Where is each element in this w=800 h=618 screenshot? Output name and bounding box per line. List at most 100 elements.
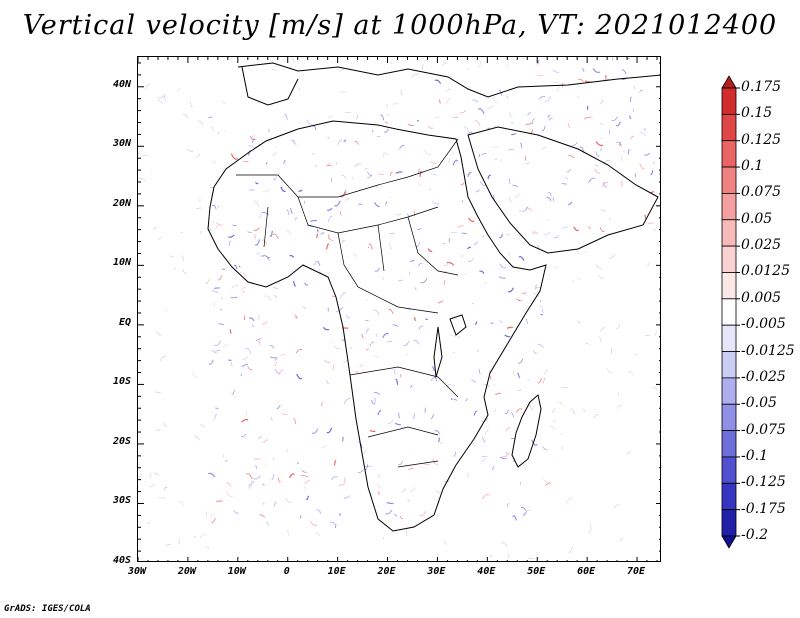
velocity-contour bbox=[208, 359, 214, 365]
velocity-contour bbox=[169, 255, 175, 258]
colorbar-label: -0.005 bbox=[741, 316, 786, 333]
velocity-contour bbox=[247, 366, 253, 371]
velocity-contour bbox=[271, 151, 277, 156]
velocity-contour bbox=[261, 320, 268, 325]
velocity-contour bbox=[210, 126, 214, 132]
velocity-contour bbox=[629, 96, 632, 103]
velocity-contour bbox=[221, 100, 226, 104]
velocity-contour bbox=[394, 422, 402, 426]
velocity-contour bbox=[566, 498, 573, 504]
velocity-contour bbox=[221, 297, 223, 300]
velocity-contour bbox=[581, 68, 585, 72]
velocity-contour bbox=[498, 276, 506, 279]
velocity-contour bbox=[178, 538, 180, 545]
lat-label: 10S bbox=[112, 376, 131, 388]
velocity-contour bbox=[383, 536, 385, 540]
velocity-contour bbox=[465, 398, 468, 401]
velocity-contour bbox=[481, 455, 488, 457]
velocity-contour bbox=[377, 491, 380, 496]
velocity-contour bbox=[617, 404, 623, 409]
velocity-contour bbox=[620, 156, 623, 162]
velocity-contour bbox=[505, 427, 511, 432]
velocity-contour bbox=[479, 270, 485, 274]
velocity-contour bbox=[446, 88, 452, 92]
colorbar-segment bbox=[721, 272, 737, 300]
velocity-contour bbox=[536, 60, 539, 65]
velocity-contour bbox=[431, 366, 435, 372]
velocity-contour bbox=[493, 408, 497, 413]
velocity-contour bbox=[290, 207, 294, 214]
velocity-contour bbox=[352, 252, 359, 257]
velocity-contour bbox=[467, 171, 472, 178]
velocity-contour bbox=[598, 274, 605, 279]
velocity-contour bbox=[461, 199, 464, 203]
velocity-contour bbox=[375, 185, 378, 190]
velocity-contour bbox=[233, 264, 238, 270]
velocity-contour bbox=[557, 401, 564, 406]
velocity-contour bbox=[510, 412, 515, 418]
velocity-contour bbox=[493, 97, 498, 103]
velocity-contour bbox=[410, 259, 415, 262]
velocity-contour bbox=[540, 313, 543, 316]
velocity-contour bbox=[413, 413, 415, 420]
velocity-contour bbox=[228, 240, 232, 247]
velocity-contour bbox=[200, 423, 206, 427]
velocity-contour bbox=[403, 341, 410, 346]
velocity-contour bbox=[211, 289, 219, 293]
velocity-contour bbox=[546, 197, 552, 202]
velocity-contour bbox=[280, 186, 286, 192]
velocity-contour bbox=[539, 95, 546, 100]
velocity-contour bbox=[328, 234, 330, 240]
velocity-contour bbox=[468, 131, 473, 135]
velocity-contour bbox=[327, 115, 333, 118]
velocity-contour bbox=[599, 147, 602, 151]
velocity-contour bbox=[600, 327, 606, 332]
colorbar-segment bbox=[721, 430, 737, 458]
colorbar-segment bbox=[721, 219, 737, 247]
velocity-contour bbox=[341, 436, 344, 442]
velocity-contour bbox=[525, 318, 528, 324]
velocity-contour bbox=[611, 116, 619, 121]
velocity-contour bbox=[372, 129, 374, 133]
velocity-contour bbox=[410, 385, 413, 389]
velocity-contour bbox=[467, 258, 474, 262]
velocity-contour bbox=[527, 112, 532, 116]
velocity-contour bbox=[254, 181, 259, 185]
velocity-contour bbox=[513, 370, 516, 377]
velocity-contour bbox=[150, 172, 152, 174]
velocity-contour bbox=[434, 430, 441, 435]
velocity-contour bbox=[253, 475, 262, 480]
velocity-contour bbox=[443, 260, 451, 267]
colorbar-segment bbox=[721, 113, 737, 142]
velocity-contour bbox=[382, 154, 385, 158]
velocity-contour bbox=[445, 99, 452, 105]
velocity-contour bbox=[572, 279, 574, 282]
velocity-contour bbox=[471, 379, 476, 383]
velocity-contour bbox=[526, 379, 530, 382]
velocity-contour bbox=[548, 191, 552, 197]
velocity-contour bbox=[361, 333, 365, 339]
velocity-contour bbox=[258, 314, 260, 320]
velocity-contour bbox=[595, 151, 600, 157]
velocity-contour bbox=[249, 480, 255, 487]
velocity-contour bbox=[155, 429, 161, 431]
velocity-contour bbox=[215, 226, 219, 230]
velocity-contour bbox=[276, 404, 281, 409]
velocity-contour bbox=[350, 347, 352, 349]
velocity-contour bbox=[257, 435, 262, 439]
velocity-contour bbox=[532, 230, 539, 235]
velocity-contour bbox=[554, 235, 560, 239]
velocity-contour bbox=[271, 473, 275, 481]
velocity-contour bbox=[321, 402, 323, 407]
colorbar-segment bbox=[721, 403, 737, 431]
velocity-contour bbox=[295, 349, 303, 354]
velocity-contour bbox=[557, 86, 560, 92]
velocity-contour bbox=[489, 555, 493, 558]
velocity-contour bbox=[436, 514, 439, 520]
velocity-contour bbox=[382, 332, 390, 339]
velocity-contour bbox=[500, 542, 508, 548]
velocity-contour bbox=[417, 227, 422, 230]
lake-tanganyika bbox=[433, 326, 443, 378]
velocity-contour bbox=[480, 181, 486, 186]
velocity-contour bbox=[407, 499, 410, 502]
